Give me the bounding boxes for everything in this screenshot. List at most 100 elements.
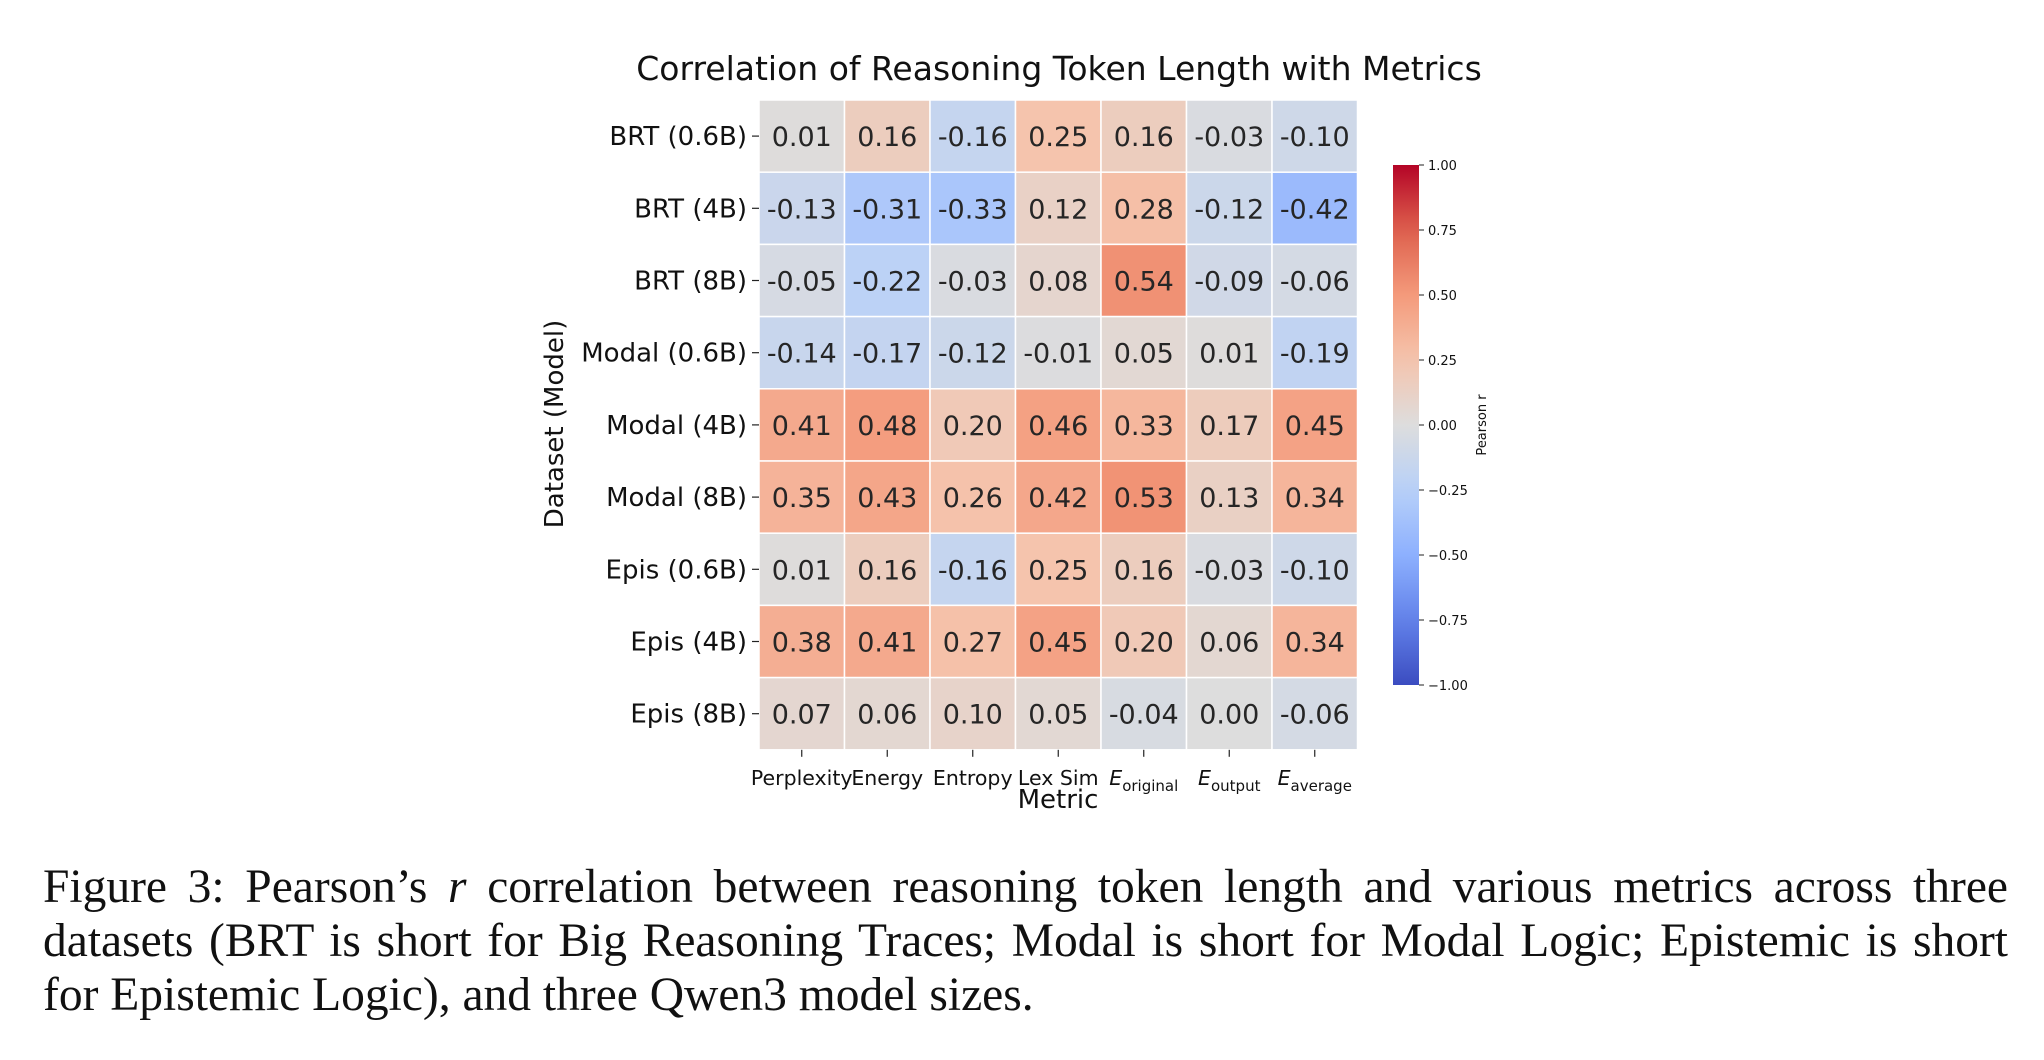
heatmap-cell-r7-c6: [1271, 604, 1359, 679]
heatmap-cell-r2-c6: [1271, 243, 1359, 318]
caption-label: Figure 3:: [43, 861, 225, 913]
heatmap-cell-r2-c2: [929, 243, 1017, 318]
x-tick-label-e-original: Eoriginal: [1109, 766, 1178, 795]
heatmap-cell-r5-c6: [1271, 460, 1359, 534]
cell-value-label: -0.12: [1194, 194, 1264, 225]
cell-value-label: 0.25: [1028, 122, 1088, 153]
cell-value-label: 0.12: [1028, 194, 1088, 225]
heatmap-cell-r1-c4: [1100, 171, 1188, 246]
caption-symbol: r: [448, 861, 467, 913]
colorbar-tick-label: −0.75: [1428, 614, 1468, 629]
cell-value-label: 0.27: [943, 628, 1003, 659]
y-tick-label-modal-4b: Modal (4B): [606, 411, 747, 441]
x-tick-label-e-output: Eoutput: [1198, 766, 1261, 795]
y-axis-label: Dataset (Model): [540, 320, 570, 528]
heatmap-cell-r4-c3: [1014, 388, 1102, 462]
heatmap-cell-r1-c6: [1271, 171, 1359, 246]
heatmap-cell-r0-c5: [1185, 99, 1273, 173]
cell-value-label: -0.14: [767, 339, 837, 370]
cell-value-label: -0.17: [852, 339, 922, 370]
colorbar-tick-label: 0.75: [1428, 224, 1457, 239]
heatmap-cell-r2-c1: [843, 243, 931, 318]
x-axis-label: Metric: [1018, 785, 1099, 815]
x-tick-label-e-average: Eaverage: [1278, 766, 1352, 795]
cell-value-label: -0.03: [938, 267, 1008, 298]
cell-value-label: 0.34: [1285, 483, 1345, 514]
heatmap-cell-r2-c3: [1014, 243, 1102, 318]
caption-text-after: correlation between reasoning token leng…: [43, 861, 2008, 1021]
heatmap-cell-r6-c6: [1271, 532, 1359, 607]
figure-caption: Figure 3: Pearson’s r correlation betwee…: [43, 860, 2008, 1022]
cell-value-label: -0.33: [938, 194, 1008, 225]
colorbar-tick-label: 1.00: [1428, 159, 1457, 174]
heatmap-cell-r5-c1: [843, 460, 931, 534]
heatmap-cell-r5-c2: [929, 460, 1017, 534]
colorbar-tick-label: −0.25: [1428, 484, 1468, 499]
cell-value-label: -0.03: [1194, 555, 1264, 586]
cell-value-label: 0.16: [1114, 555, 1174, 586]
cell-value-label: 0.05: [1114, 339, 1174, 370]
cell-value-label: -0.09: [1194, 267, 1264, 298]
heatmap-cell-r8-c2: [929, 676, 1017, 751]
x-tick-label-energy: Energy: [851, 766, 923, 790]
cell-value-label: 0.17: [1199, 411, 1259, 442]
heatmap-cell-r8-c4: [1100, 676, 1188, 751]
cell-value-label: -0.01: [1023, 339, 1093, 370]
cell-value-label: -0.06: [1280, 700, 1350, 731]
cell-value-label: 0.26: [943, 483, 1003, 514]
cell-value-label: -0.10: [1280, 122, 1350, 153]
heatmap-cell-r3-c5: [1185, 315, 1273, 390]
cell-value-label: 0.33: [1114, 411, 1174, 442]
y-tick-label-brt-8b: BRT (8B): [634, 267, 747, 297]
heatmap-cell-r0-c0: [758, 99, 846, 173]
cell-value-label: -0.13: [767, 194, 837, 225]
heatmap-cell-r7-c3: [1014, 604, 1102, 679]
heatmap-cell-r7-c5: [1185, 604, 1273, 679]
cell-value-label: 0.45: [1028, 628, 1088, 659]
cell-value-label: 0.05: [1028, 700, 1088, 731]
cell-value-label: 0.41: [772, 411, 832, 442]
heatmap-cell-r7-c2: [929, 604, 1017, 679]
cell-value-label: -0.19: [1280, 339, 1350, 370]
cell-value-label: 0.07: [772, 700, 832, 731]
cell-value-label: -0.03: [1194, 122, 1264, 153]
heatmap-cell-r4-c6: [1271, 388, 1359, 462]
cell-value-label: 0.35: [772, 483, 832, 514]
cell-value-label: 0.20: [1114, 628, 1174, 659]
heatmap-cell-r1-c1: [843, 171, 931, 246]
cell-value-label: 0.01: [1199, 339, 1259, 370]
heatmap-cell-r6-c2: [929, 532, 1017, 607]
cell-value-label: -0.22: [852, 267, 922, 298]
y-tick-label-brt-0-6b: BRT (0.6B): [609, 122, 747, 152]
cell-value-label: 0.25: [1028, 555, 1088, 586]
cell-value-label: -0.05: [767, 267, 837, 298]
heatmap-cell-r4-c0: [758, 388, 846, 462]
heatmap-cell-r5-c3: [1014, 460, 1102, 534]
heatmap-cell-r6-c3: [1014, 532, 1102, 607]
heatmap-cell-r2-c0: [758, 243, 846, 318]
heatmap-cell-r0-c6: [1271, 99, 1359, 173]
heatmap-cell-r3-c2: [929, 315, 1017, 390]
y-tick-label-epis-8b: Epis (8B): [630, 700, 747, 730]
cell-value-label: 0.16: [857, 555, 917, 586]
heatmap-cell-r1-c5: [1185, 171, 1273, 246]
heatmap-cell-r0-c3: [1014, 99, 1102, 173]
colorbar-tick-label: −0.50: [1428, 549, 1468, 564]
y-tick-label-brt-4b: BRT (4B): [634, 194, 747, 224]
cell-value-label: 0.10: [943, 700, 1003, 731]
cell-value-label: 0.20: [943, 411, 1003, 442]
heatmap-cell-r3-c0: [758, 315, 846, 390]
colorbar-tick-label: 0.50: [1428, 289, 1457, 304]
heatmap-cell-r7-c1: [843, 604, 931, 679]
cell-value-label: 0.16: [857, 122, 917, 153]
cell-value-label: 0.13: [1199, 483, 1259, 514]
cell-value-label: 0.46: [1028, 411, 1088, 442]
heatmap-cell-r6-c0: [758, 532, 846, 607]
heatmap-cell-r1-c3: [1014, 171, 1102, 246]
heatmap-cell-r4-c5: [1185, 388, 1273, 462]
cell-value-label: 0.48: [857, 411, 917, 442]
y-tick-label-epis-0-6b: Epis (0.6B): [606, 555, 747, 585]
cell-value-label: 0.01: [772, 555, 832, 586]
